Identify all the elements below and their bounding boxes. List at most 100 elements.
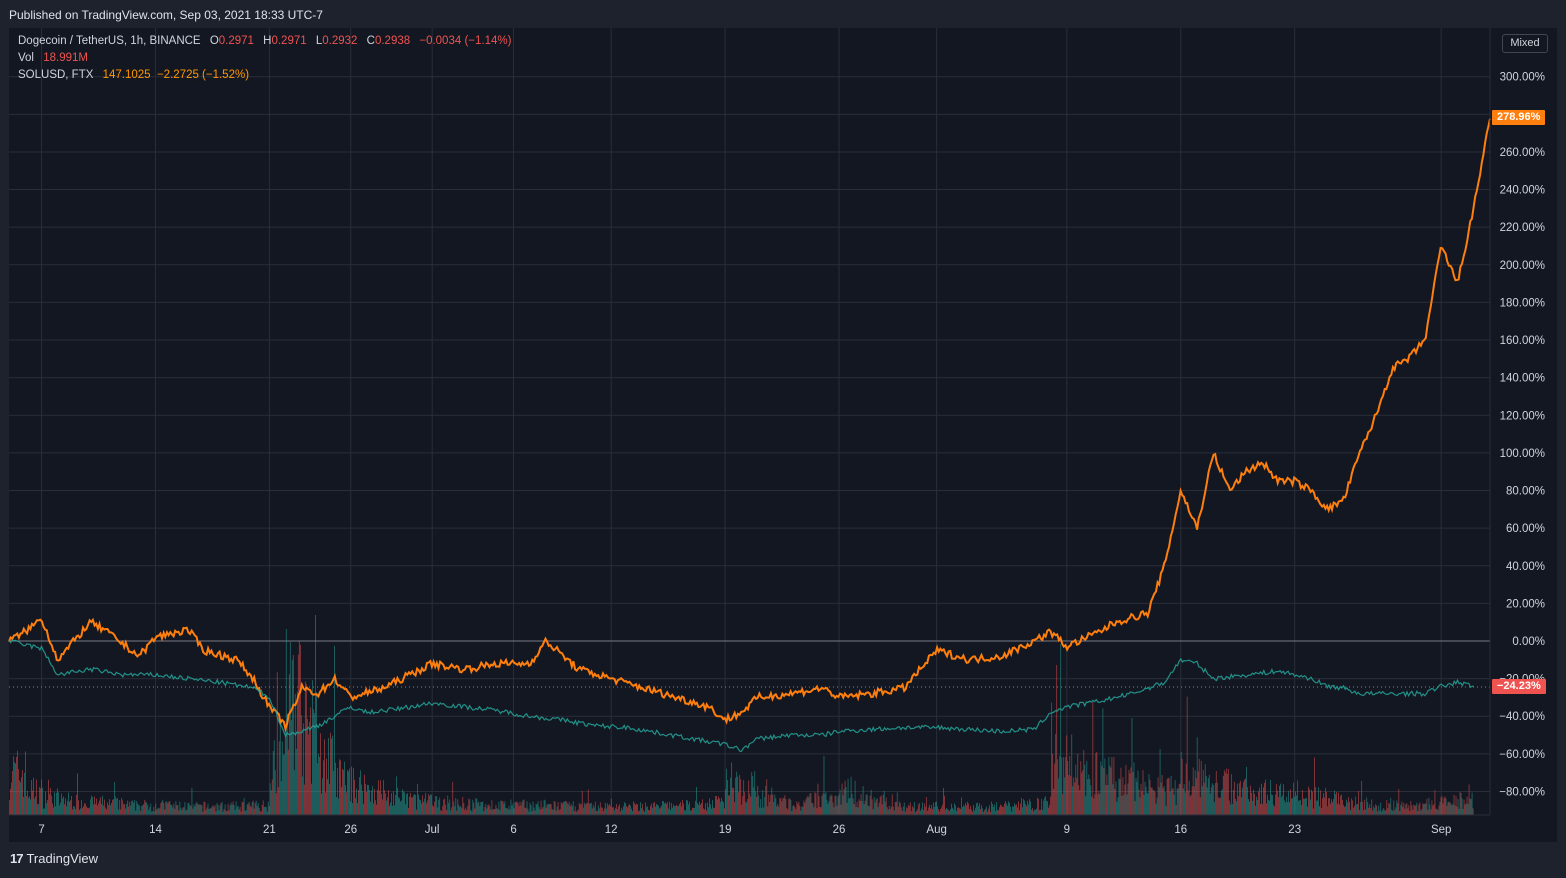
volume-bar <box>1068 774 1070 815</box>
volume-bar <box>1131 718 1133 815</box>
volume-bar <box>1430 809 1432 815</box>
volume-bar <box>949 810 950 815</box>
volume-bar <box>839 789 841 815</box>
volume-bar <box>787 809 789 815</box>
volume-bar <box>430 794 432 815</box>
volume-bar <box>97 805 98 815</box>
volume-bar <box>710 804 711 815</box>
volume-bar <box>175 801 177 815</box>
volume-bar <box>1389 803 1391 815</box>
volume-bar <box>913 802 915 815</box>
y-tick-label: 260.00% <box>1500 147 1545 159</box>
volume-bar <box>409 796 410 815</box>
volume-bar <box>989 805 990 815</box>
volume-bar <box>501 800 503 815</box>
legend-compare-symbol[interactable]: SOLUSD, FTX <box>18 69 94 81</box>
volume-bar <box>879 796 881 815</box>
volume-bar <box>1112 784 1114 815</box>
volume-bar <box>647 806 648 815</box>
volume-bar <box>1241 787 1243 815</box>
volume-bar <box>517 802 519 815</box>
volume-bar <box>658 805 659 815</box>
volume-bar <box>545 807 547 815</box>
volume-bar <box>201 805 203 815</box>
volume-bar <box>1155 803 1157 815</box>
volume-bar <box>753 787 755 815</box>
volume-bar <box>546 804 548 815</box>
volume-bar <box>1363 810 1365 815</box>
volume-bar <box>1365 809 1367 815</box>
volume-bar <box>1021 797 1022 815</box>
volume-bar <box>547 804 549 815</box>
volume-bar <box>1003 806 1004 815</box>
volume-bar <box>1227 768 1229 815</box>
volume-bar <box>1025 804 1026 815</box>
volume-bar <box>551 809 553 815</box>
volume-bar <box>165 801 167 815</box>
volume-bar <box>1140 783 1142 815</box>
volume-bar <box>209 808 211 815</box>
volume-bar <box>257 803 259 815</box>
volume-bar <box>1062 794 1064 815</box>
volume-bar <box>419 799 421 815</box>
volume-bar <box>884 801 886 815</box>
volume-bar <box>378 780 379 815</box>
volume-bar <box>984 810 985 815</box>
volume-bar <box>1115 781 1117 815</box>
volume-bar <box>635 804 636 815</box>
volume-bar <box>1046 800 1048 815</box>
volume-bar <box>1468 784 1470 815</box>
scale-mode-button[interactable]: Mixed <box>1502 34 1548 53</box>
legend-vol-label[interactable]: Vol <box>18 52 34 64</box>
legend-compare[interactable]: SOLUSD, FTX 147.1025 −2.2725 (−1.52%) <box>18 69 255 81</box>
volume-bar <box>375 800 376 815</box>
volume-bar <box>184 802 186 815</box>
volume-bar <box>102 795 103 815</box>
legend-symbol[interactable]: Dogecoin / TetherUS, 1h, BINANCE <box>18 35 201 47</box>
volume-bar <box>219 805 221 815</box>
volume-bar <box>648 809 649 815</box>
volume-bar <box>686 800 687 815</box>
volume-bar <box>575 811 577 815</box>
volume-bar <box>335 762 336 815</box>
volume-bar <box>924 806 926 815</box>
volume-bar <box>1239 780 1241 815</box>
tradingview-logo[interactable]: 17 TradingView <box>10 851 98 866</box>
volume-bar <box>1398 789 1400 815</box>
volume-bar <box>1417 811 1419 815</box>
volume-bar <box>145 801 147 815</box>
legend-main[interactable]: Dogecoin / TetherUS, 1h, BINANCE O0.2971… <box>18 35 517 47</box>
volume-bar <box>109 799 111 815</box>
volume-bar <box>22 770 23 815</box>
volume-bar <box>196 801 198 815</box>
footer <box>0 842 1566 878</box>
legend-volume[interactable]: Vol 18.991M <box>18 52 94 64</box>
volume-bar <box>633 801 634 815</box>
volume-bar <box>797 803 799 815</box>
volume-bar <box>621 810 623 815</box>
volume-bar <box>103 805 104 815</box>
volume-bar <box>403 791 404 815</box>
volume-bar <box>511 805 513 815</box>
volume-bar <box>1132 771 1134 815</box>
volume-bar <box>502 801 504 815</box>
volume-bar <box>450 810 452 815</box>
volume-bar <box>792 806 794 815</box>
volume-bar <box>1385 810 1387 815</box>
volume-bar <box>238 809 240 815</box>
volume-bar <box>1292 798 1293 815</box>
volume-bar <box>1182 788 1184 815</box>
volume-bar <box>135 810 137 815</box>
volume-bar <box>796 801 798 815</box>
volume-bar <box>185 810 187 815</box>
volume-bar <box>741 804 743 815</box>
volume-bar <box>689 801 690 815</box>
volume-bar <box>683 803 684 815</box>
volume-bar <box>445 804 447 815</box>
volume-bar <box>273 740 275 815</box>
volume-bar <box>970 805 971 815</box>
volume-bar <box>376 804 377 815</box>
volume-bar <box>499 810 501 815</box>
volume-bar <box>636 803 637 815</box>
